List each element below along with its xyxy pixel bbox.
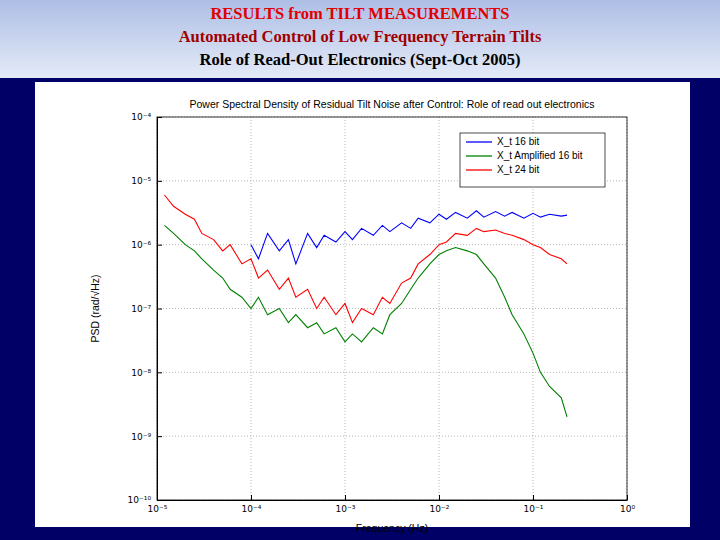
grid-line-x [345, 117, 346, 500]
y-axis: 10⁻¹⁰ 10⁻⁹ 10⁻⁸ 10⁻⁷ 10⁻⁶ 10⁻⁵ 10⁻⁴ [128, 112, 162, 505]
x-tick-mark [345, 495, 346, 500]
series-line [251, 211, 567, 264]
figure-background [35, 82, 690, 527]
y-tick: 10⁻⁷ [131, 304, 162, 314]
grid-line-y [157, 308, 627, 309]
y-tick-mark [157, 372, 162, 373]
legend-label: X_t 24 bit [497, 164, 539, 175]
legend-box [460, 133, 605, 187]
y-tick-mark [157, 245, 162, 246]
y-tick-label: 10⁻⁷ [131, 304, 151, 314]
x-tick-label: 10⁻⁴ [242, 504, 262, 514]
legend: X_t 16 bit X_t Amplified 16 bit X_t 24 bit [460, 133, 605, 187]
series-line [164, 195, 567, 323]
y-tick-mark [157, 309, 162, 310]
x-tick-mark [439, 495, 440, 500]
slide-title-line: RESULTS from TILT MEASUREMENTS [210, 4, 509, 23]
y-tick-mark [157, 500, 162, 501]
y-tick-label: 10⁻⁸ [131, 368, 151, 378]
background [0, 0, 720, 540]
legend-swatch [466, 155, 492, 156]
x-tick: 10⁰ [620, 495, 635, 514]
x-axis-title: Frequency (Hz) [356, 522, 428, 534]
x-tick: 10⁻⁴ [242, 495, 262, 514]
header-band [0, 0, 720, 78]
plot-frame [157, 117, 627, 500]
plot-area [164, 195, 567, 417]
x-tick-mark [533, 495, 534, 500]
y-tick: 10⁻⁹ [131, 432, 162, 442]
x-tick: 10⁻¹ [524, 495, 544, 514]
x-tick: 10⁻² [430, 495, 450, 514]
y-tick-label: 10⁻⁶ [131, 240, 151, 250]
grid-line-y [157, 436, 627, 437]
slide: RESULTS from TILT MEASUREMENTS Automated … [0, 0, 720, 540]
y-axis-title: PSD (rad/√Hz) [89, 274, 101, 342]
legend-swatch [466, 141, 492, 142]
x-tick-label: 10⁻³ [336, 504, 356, 514]
slide-title-line: Role of Read-Out Electronics (Sept-Oct 2… [200, 50, 521, 69]
y-tick-mark [157, 436, 162, 437]
grid [157, 117, 627, 500]
x-axis-line [158, 500, 628, 501]
y-tick-mark [157, 117, 162, 118]
slide-title-line: Automated Control of Low Frequency Terra… [179, 27, 542, 46]
y-tick-label: 10⁻⁵ [131, 176, 151, 186]
x-tick-label: 10⁻⁵ [148, 504, 168, 514]
y-tick-label: 10⁻⁹ [131, 432, 151, 442]
slide-svg: RESULTS from TILT MEASUREMENTS Automated … [0, 0, 720, 540]
grid-line-y [157, 244, 627, 245]
grid-line-y [157, 372, 627, 373]
legend-label: X_t 16 bit [497, 136, 539, 147]
x-tick-label: 10⁰ [620, 504, 635, 514]
y-tick-mark [157, 181, 162, 182]
y-tick-label: 10⁻⁴ [131, 112, 151, 122]
y-tick: 10⁻⁵ [131, 176, 162, 186]
y-tick: 10⁻¹⁰ [128, 495, 162, 505]
y-tick: 10⁻⁴ [131, 112, 162, 122]
x-axis: 10⁻⁵ 10⁻⁴ 10⁻³ 10⁻² 10⁻¹ 10⁰ [148, 495, 636, 514]
legend-swatch [466, 169, 492, 170]
x-tick: 10⁻³ [336, 495, 356, 514]
legend-label: X_t Amplified 16 bit [497, 150, 583, 161]
x-tick-label: 10⁻¹ [524, 504, 544, 514]
x-tick-label: 10⁻² [430, 504, 450, 514]
chart-title: Power Spectral Density of Residual Tilt … [189, 98, 594, 110]
series-line [164, 225, 567, 416]
y-tick-label: 10⁻¹⁰ [128, 495, 152, 505]
y-tick: 10⁻⁶ [131, 240, 162, 250]
x-tick-mark [627, 495, 628, 500]
x-tick-mark [251, 495, 252, 500]
y-tick: 10⁻⁸ [131, 368, 162, 378]
